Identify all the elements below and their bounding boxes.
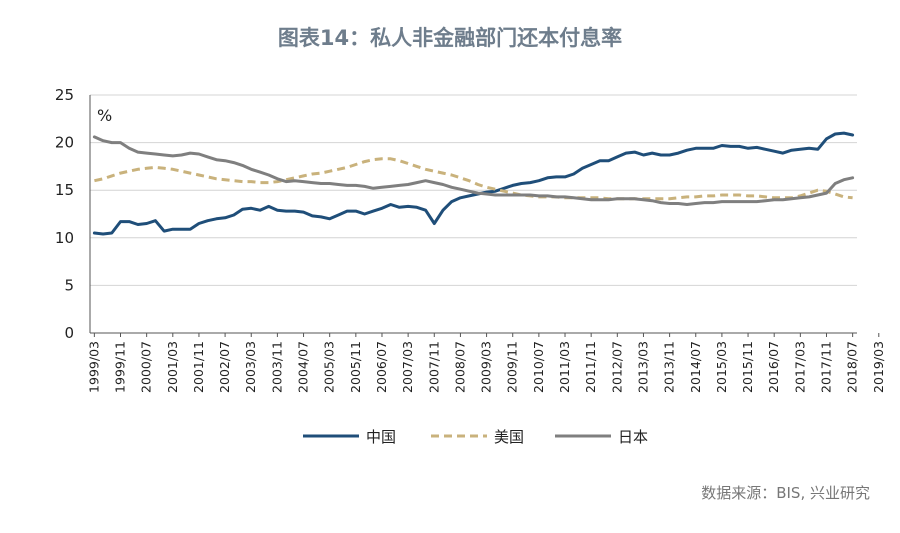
x-tick-label: 2019/11 <box>897 341 900 393</box>
legend-label: 中国 <box>366 428 396 446</box>
x-tick-label: 2013/11 <box>662 341 677 393</box>
x-tick-label: 2000/07 <box>139 341 154 393</box>
x-tick-label: 2009/11 <box>505 341 520 393</box>
legend: 中国 美国 日本 <box>303 428 648 446</box>
x-tick-label: 2017/11 <box>818 341 833 393</box>
x-tick-label: 2003/11 <box>269 341 284 393</box>
x-tick-label: 2019/03 <box>871 341 886 393</box>
gridlines <box>90 94 857 286</box>
series-lines <box>92 131 855 236</box>
series-line-中国 <box>92 131 855 236</box>
y-tick-label: 5 <box>64 276 74 294</box>
x-tick-label: 2007/03 <box>400 341 415 393</box>
source-note: 数据来源：BIS, 兴业研究 <box>701 484 870 502</box>
x-tick-label: 2011/03 <box>557 341 572 393</box>
x-tick-label: 2006/07 <box>374 341 389 393</box>
x-tick-label: 2002/07 <box>217 341 232 393</box>
x-tick-label: 2017/03 <box>792 341 807 393</box>
x-tick-label: 2013/03 <box>635 341 650 393</box>
x-tick-label: 2015/03 <box>714 341 729 393</box>
x-tick-label: 2003/03 <box>243 341 258 393</box>
x-tick-label: 2001/11 <box>191 341 206 393</box>
x-tick-label: 2018/07 <box>845 341 860 393</box>
x-tick-label: 2008/07 <box>452 341 467 393</box>
series-line-日本 <box>92 135 855 206</box>
x-tick-label: 2011/11 <box>583 341 598 393</box>
x-tick-label: 2005/11 <box>348 341 363 393</box>
axes <box>89 95 857 334</box>
x-tick-label: 2001/03 <box>165 341 180 393</box>
x-tick-label: 2016/07 <box>766 341 781 393</box>
y-tick-label: 15 <box>55 181 74 199</box>
y-tick-label: 10 <box>55 229 74 247</box>
y-tick-label: 25 <box>55 86 74 104</box>
y-tick-label: 20 <box>55 134 74 152</box>
x-axis-ticks: 1999/03 1999/11 2000/07 2001/03 2001/11 2002/… <box>86 333 900 393</box>
x-tick-label: 2014/07 <box>688 341 703 393</box>
x-tick-label: 1999/03 <box>86 341 101 393</box>
legend-label: 日本 <box>618 428 648 446</box>
chart-title: 图表14：私人非金融部门还本付息率 <box>277 26 623 50</box>
y-tick-label: 0 <box>64 324 74 342</box>
x-tick-label: 2004/07 <box>296 341 311 393</box>
x-tick-label: 2010/07 <box>531 341 546 393</box>
x-tick-label: 2009/03 <box>479 341 494 393</box>
x-tick-label: 2005/03 <box>322 341 337 393</box>
y-axis-ticks: 0 5 10 15 20 25 <box>55 86 74 342</box>
legend-label: 美国 <box>494 428 524 446</box>
x-tick-label: 2012/07 <box>609 341 624 393</box>
x-tick-label: 1999/11 <box>113 341 128 393</box>
series-line-美国 <box>94 157 853 201</box>
y-axis-unit-label: % <box>97 106 112 125</box>
x-tick-label: 2015/11 <box>740 341 755 393</box>
x-tick-label: 2007/11 <box>426 341 441 393</box>
